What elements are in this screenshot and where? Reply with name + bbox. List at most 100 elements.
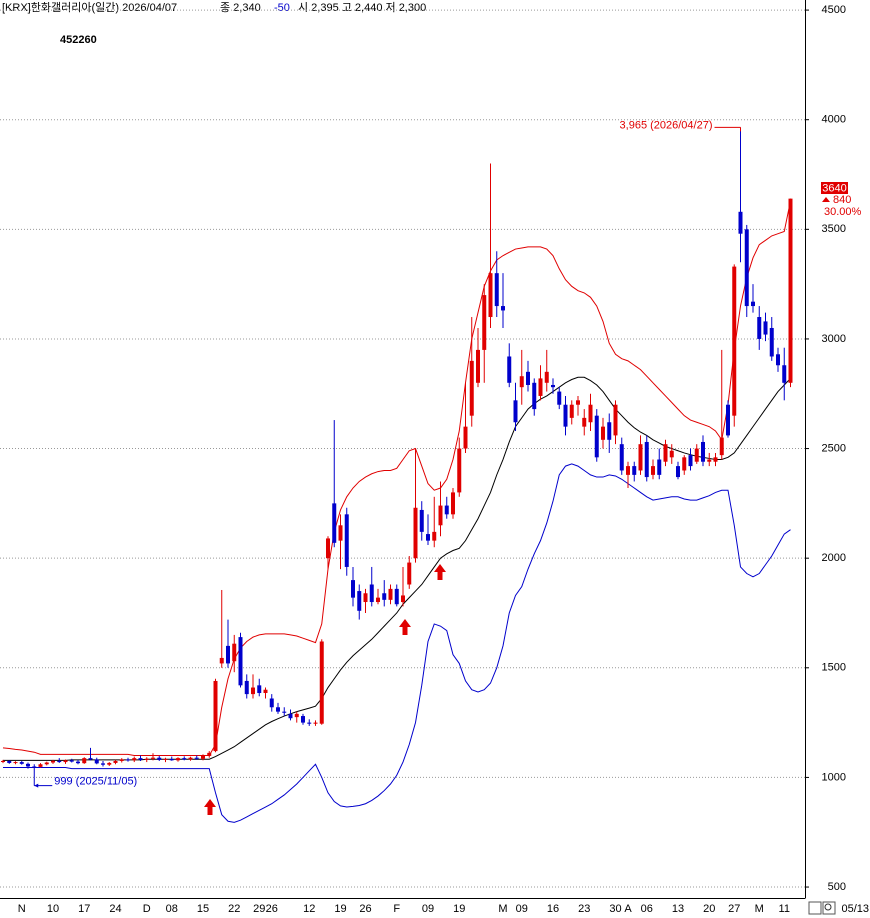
candle-body — [726, 404, 730, 436]
candle-body — [326, 538, 330, 559]
chart-title: [KRX]한화갤러리아(일간) 2026/04/07 — [2, 0, 177, 14]
x-tick-label: 09 — [422, 903, 434, 915]
candle-body — [763, 321, 768, 335]
candle-body — [501, 306, 505, 311]
candle-body — [332, 503, 337, 543]
change-label: 840 — [833, 194, 851, 206]
x-tick-label: 09 — [516, 903, 528, 915]
candle-body — [438, 505, 443, 526]
candle-body — [7, 760, 12, 763]
x-tick-label: F — [393, 903, 400, 915]
candle-body — [607, 422, 612, 440]
x-tick-label: 15 — [197, 903, 209, 915]
last-price-label: 3640 — [822, 182, 846, 194]
candle-body — [188, 757, 193, 760]
candle-body — [394, 588, 399, 605]
candle-body — [688, 455, 693, 467]
candle-body — [632, 466, 637, 475]
candle-body — [382, 593, 387, 600]
y-tick-label: 1000 — [822, 771, 846, 783]
candle-body — [613, 404, 618, 436]
signal-arrow — [399, 619, 411, 635]
candle-body — [263, 689, 268, 694]
candle-body — [526, 371, 530, 385]
x-tick-label: 23 — [578, 903, 590, 915]
last-price-badge — [821, 182, 848, 194]
candle-body — [626, 466, 630, 475]
candle-body — [344, 514, 349, 567]
candle-body — [388, 588, 393, 600]
candle-body — [294, 713, 299, 718]
x-tick-label: 12 — [303, 903, 315, 915]
ohlc-summary: 시 2,395 고 2,440 저 2,300 — [298, 1, 426, 14]
candle-body — [257, 685, 262, 694]
candle-body — [63, 760, 68, 763]
candle-body — [32, 766, 37, 768]
candle-body — [594, 415, 599, 458]
candle-body — [407, 562, 412, 585]
x-tick-label: 17 — [78, 903, 90, 915]
candle-body — [713, 457, 718, 462]
candle-body — [457, 448, 462, 493]
candle-body — [776, 354, 780, 366]
y-tick-label: 3500 — [822, 223, 846, 235]
candle-body — [482, 295, 487, 350]
x-tick-label: 27 — [728, 903, 740, 915]
x-tick-label: 30 — [609, 903, 621, 915]
candle-body — [451, 492, 455, 515]
candle-body — [538, 378, 543, 396]
candle-body — [557, 391, 562, 405]
candle-body — [376, 597, 380, 603]
candle-body — [363, 593, 368, 603]
x-tick-label: 19 — [334, 903, 346, 915]
candle-body — [488, 273, 493, 318]
candle-body — [732, 266, 737, 416]
tool-icon[interactable] — [808, 901, 822, 915]
candle-body — [51, 760, 55, 763]
x-tick-label: 26 — [266, 903, 278, 915]
candle-body — [44, 762, 49, 765]
candle-body — [301, 716, 305, 723]
candle-body — [307, 722, 312, 724]
y-tick-label: 4500 — [822, 4, 846, 16]
candle-body — [69, 760, 74, 762]
candle-body — [757, 317, 762, 339]
candle-body — [563, 404, 568, 427]
candle-body — [519, 376, 524, 388]
candle-body — [401, 595, 405, 603]
candle-body — [288, 713, 293, 719]
candle-body — [676, 466, 680, 478]
candle-body — [76, 761, 80, 764]
candle-body — [544, 371, 549, 383]
candle-body — [507, 356, 512, 383]
x-tick-label: M — [498, 903, 507, 915]
min-annotation: 999 (2025/11/05) — [54, 776, 137, 788]
candle-body — [119, 759, 124, 761]
candle-body — [682, 457, 687, 471]
candle-body — [226, 645, 230, 664]
candle-body — [163, 759, 168, 761]
candle-body — [132, 758, 137, 761]
candle-body — [576, 400, 580, 405]
x-tick-label: 16 — [547, 903, 559, 915]
candle-body — [351, 580, 355, 598]
candle-body — [582, 417, 587, 427]
x-tick-label: N — [18, 903, 26, 915]
candle-body — [701, 441, 705, 462]
candle-body — [357, 591, 362, 611]
candle-body — [144, 758, 149, 760]
candle-body — [738, 211, 743, 234]
y-tick-label: 4000 — [822, 114, 846, 126]
x-tick-label: 08 — [166, 903, 178, 915]
candle-body — [338, 525, 343, 541]
candle-body — [107, 762, 112, 765]
candle-body — [694, 448, 699, 462]
candle-body — [1, 760, 5, 762]
up-triangle — [822, 197, 830, 202]
candle-body — [619, 444, 624, 471]
x-tick-label: D — [143, 903, 151, 915]
candle-body — [463, 426, 468, 449]
candle-body — [707, 459, 712, 462]
